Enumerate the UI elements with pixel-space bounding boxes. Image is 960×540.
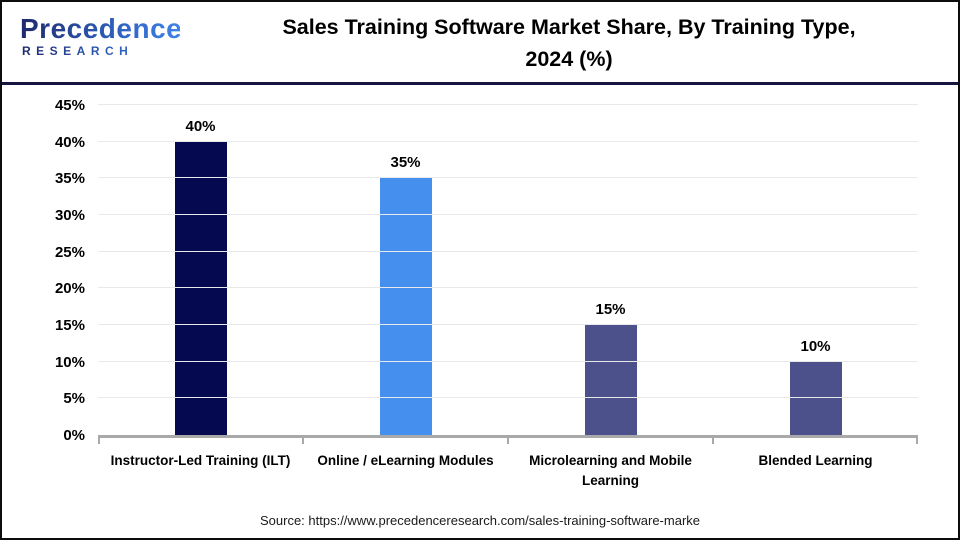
gridline-35	[98, 177, 918, 179]
x-label-microlearning-and-mobile-learning: Microlearning and Mobile Learning	[529, 453, 692, 488]
y-tick-label-45: 45%	[54, 97, 85, 114]
gridline-10	[98, 360, 918, 362]
y-tick-label-20: 20%	[54, 280, 85, 298]
chart-title-line2: 2024 (%)	[525, 47, 613, 71]
precedence-research-logo: Precedence RESEARCH	[2, 2, 183, 82]
chart-title: Sales Training Software Market Share, By…	[180, 2, 958, 82]
bar-value-online-elearning-modules: 35%	[390, 154, 421, 172]
bar-slot-blended-learning: 10%	[713, 105, 918, 435]
y-tick-label-0: 0%	[63, 427, 85, 444]
x-axis-labels: Instructor-Led Training (ILT) Online / eL…	[98, 451, 918, 491]
bar-slot-instructor-led-training-ilt: 40%	[98, 105, 303, 435]
x-axis-tick-2	[507, 435, 509, 444]
logo-name: Precedence	[20, 13, 183, 44]
y-tick-label-10: 10%	[54, 353, 85, 371]
x-label-online-elearning-modules: Online / eLearning Modules	[317, 453, 494, 468]
bar-slot-microlearning-and-mobile-learning: 15%	[508, 105, 713, 435]
x-label-blended-learning: Blended Learning	[758, 453, 873, 468]
x-axis-tick-1	[302, 435, 304, 444]
bar-value-blended-learning: 10%	[800, 337, 831, 355]
header-divider	[2, 82, 958, 85]
header: Precedence RESEARCH Sales Training Softw…	[2, 2, 958, 82]
gridline-20	[98, 287, 918, 289]
gridline-45	[98, 104, 918, 105]
bar-microlearning-and-mobile-learning	[584, 325, 637, 435]
y-tick-label-35: 35%	[54, 170, 85, 188]
gridline-5	[98, 397, 918, 399]
x-axis-tick-4	[916, 435, 918, 444]
bar-value-microlearning-and-mobile-learning: 15%	[595, 301, 626, 319]
gridline-15	[98, 324, 918, 325]
bar-online-elearning-modules	[379, 178, 432, 435]
plot-area: 40% 35% 15% 10% 0% 5% 10% 15% 20% 25% 30% 35% 40% 45…	[55, 97, 918, 444]
bar-value-instructor-led-training-ilt: 40%	[185, 117, 216, 135]
chart-area: 40% 35% 15% 10% 0% 5% 10% 15% 20% 25% 30% 35% 40% 45…	[2, 85, 958, 538]
x-label-instructor-led-training-ilt: Instructor-Led Training (ILT)	[110, 453, 291, 468]
source-text: Source: https://www.precedenceresearch.c…	[259, 513, 700, 528]
y-tick-label-30: 30%	[54, 207, 85, 225]
y-tick-label-15: 15%	[54, 317, 85, 335]
y-tick-label-40: 40%	[54, 133, 85, 151]
bar-slot-online-elearning-modules: 35%	[303, 105, 508, 435]
bars-row: 40% 35% 15% 10%	[98, 105, 918, 435]
y-tick-label-25: 25%	[54, 243, 85, 261]
logo-subtitle: RESEARCH	[20, 44, 180, 58]
chart-title-line1: Sales Training Software Market Share, By…	[282, 15, 856, 39]
x-axis-tick-0	[98, 435, 100, 444]
x-axis-tick-3	[712, 435, 714, 444]
gridline-30	[98, 214, 918, 215]
y-tick-label-5: 5%	[63, 390, 85, 408]
gridline-40	[98, 140, 918, 142]
gridline-25	[98, 250, 918, 252]
